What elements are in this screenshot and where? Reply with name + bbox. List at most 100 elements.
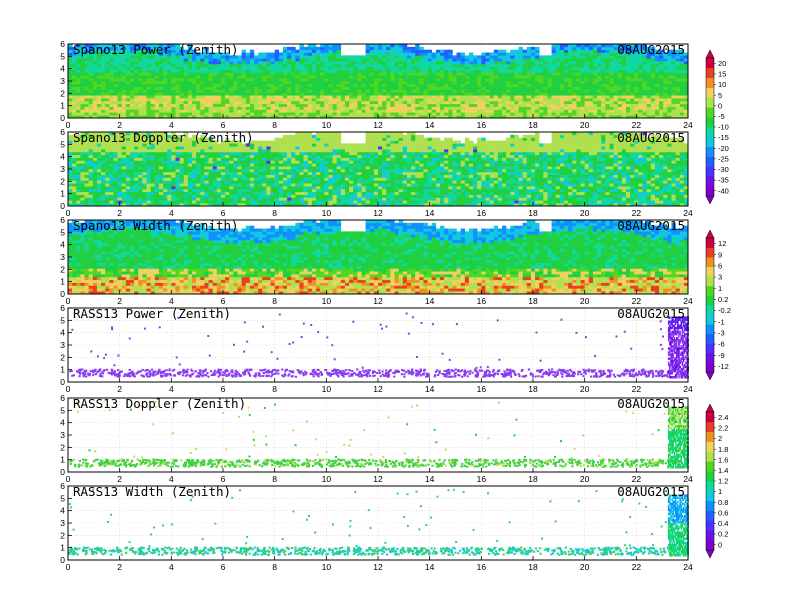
x-tick-label: 6 [221, 208, 226, 218]
x-tick-label: 14 [425, 562, 435, 572]
y-tick-label: 6 [60, 303, 65, 313]
x-tick-label: 6 [221, 120, 226, 130]
x-tick-label: 14 [425, 208, 435, 218]
colorbar-label: 0 [718, 540, 722, 549]
y-tick-label: 0 [60, 201, 65, 211]
colorbar-label: -15 [718, 133, 729, 142]
y-tick-label: 1 [60, 543, 65, 553]
x-tick-label: 8 [272, 474, 277, 484]
colorbar-label: 0.2 [718, 295, 728, 304]
y-tick-label: 3 [60, 252, 65, 262]
panel-date: 08AUG2015 [617, 396, 685, 411]
y-tick-label: 2 [60, 442, 65, 452]
colorbar-arrow-bottom [705, 549, 715, 559]
x-tick-label: 8 [272, 208, 277, 218]
colorbar-swatch [706, 97, 714, 108]
panel-date: 08AUG2015 [617, 130, 685, 145]
data-marks [69, 312, 689, 379]
data-marks [69, 400, 689, 469]
colorbar-swatch [706, 530, 714, 541]
x-tick-label: 6 [221, 474, 226, 484]
x-tick-label: 2 [117, 208, 122, 218]
colorbar-swatch [706, 58, 714, 69]
colorbar-label: -1 [718, 317, 725, 326]
y-tick-label: 1 [60, 189, 65, 199]
colorbar-swatch [706, 412, 714, 423]
colorbar-label: -30 [718, 165, 729, 174]
x-tick-label: 24 [683, 296, 693, 306]
x-tick-label: 10 [322, 208, 332, 218]
y-tick-label: 4 [60, 328, 65, 338]
colorbar-swatch [706, 510, 714, 521]
colorbar-label: 0 [718, 101, 722, 110]
x-tick-label: 20 [580, 562, 590, 572]
y-tick-label: 3 [60, 164, 65, 174]
x-tick-label: 2 [117, 562, 122, 572]
colorbar-swatch [706, 77, 714, 88]
x-tick-label: 22 [632, 562, 642, 572]
colorbar-swatch [706, 451, 714, 462]
data-marks [68, 488, 689, 557]
y-tick-label: 2 [60, 88, 65, 98]
x-tick-label: 12 [373, 562, 383, 572]
colorbar-swatch [706, 107, 714, 118]
y-tick-label: 5 [60, 227, 65, 237]
colorbar-label: -9 [718, 351, 725, 360]
x-tick-label: 10 [322, 120, 332, 130]
colorbar-swatch [706, 87, 714, 98]
x-tick-label: 4 [169, 562, 174, 572]
x-tick-label: 16 [477, 562, 487, 572]
y-tick-label: 5 [60, 493, 65, 503]
x-tick-label: 16 [477, 208, 487, 218]
colorbar-swatch [706, 500, 714, 511]
colorbar-label: 1 [718, 487, 722, 496]
y-tick-label: 4 [60, 506, 65, 516]
colorbar-arrow-top [705, 229, 715, 239]
x-tick-label: 22 [632, 474, 642, 484]
colorbar-swatch [706, 520, 714, 531]
x-tick-label: 12 [373, 474, 383, 484]
data-marks [68, 220, 689, 295]
y-tick-label: 6 [60, 393, 65, 403]
colorbar-label: 10 [718, 80, 726, 89]
colorbar-label: -40 [718, 186, 729, 195]
colorbar-swatch [706, 333, 714, 344]
colorbar-label: 1.2 [718, 477, 728, 486]
x-tick-label: 18 [528, 296, 538, 306]
colorbar-swatch [706, 314, 714, 325]
colorbar-label: 1 [718, 284, 722, 293]
y-tick-label: 4 [60, 64, 65, 74]
y-tick-label: 4 [60, 152, 65, 162]
x-tick-label: 22 [632, 384, 642, 394]
y-tick-label: 0 [60, 467, 65, 477]
colorbar-swatch [706, 324, 714, 335]
colorbar-label: -10 [718, 123, 729, 132]
colorbar-swatch [706, 166, 714, 177]
colorbar-swatch [706, 540, 714, 551]
colorbar-label: 3 [718, 273, 722, 282]
panel-title: Spano13 Doppler (Zenith) [73, 130, 254, 145]
x-tick-label: 16 [477, 474, 487, 484]
colorbar-swatch [706, 352, 714, 363]
colorbar-label: 12 [718, 239, 726, 248]
colorbar-label: -0.2 [718, 306, 731, 315]
y-tick-label: 4 [60, 418, 65, 428]
y-tick-label: 0 [60, 113, 65, 123]
data-marks [68, 132, 689, 207]
y-tick-label: 0 [60, 377, 65, 387]
x-tick-label: 20 [580, 208, 590, 218]
colorbar-swatch [706, 136, 714, 148]
colorbar-swatch [706, 156, 714, 167]
x-tick-label: 4 [169, 120, 174, 130]
y-tick-label: 6 [60, 39, 65, 49]
colorbar-label: 1.4 [718, 466, 728, 475]
colorbar-width: 12 9 6 3 1 0.2 -0.2 -1 -3 -6 -9 -12 [705, 229, 731, 381]
x-tick-label: 20 [580, 120, 590, 130]
colorbar-swatch [706, 67, 714, 79]
x-tick-label: 4 [169, 208, 174, 218]
colorbar-swatch [706, 305, 714, 315]
